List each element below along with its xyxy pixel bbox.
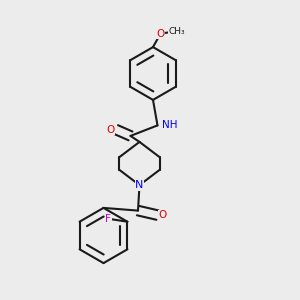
Text: O: O bbox=[159, 210, 167, 220]
Text: CH₃: CH₃ bbox=[169, 27, 185, 36]
Text: N: N bbox=[135, 180, 144, 190]
Text: O: O bbox=[156, 28, 165, 39]
Text: F: F bbox=[105, 214, 111, 224]
Text: O: O bbox=[106, 124, 114, 135]
Text: NH: NH bbox=[162, 120, 178, 130]
